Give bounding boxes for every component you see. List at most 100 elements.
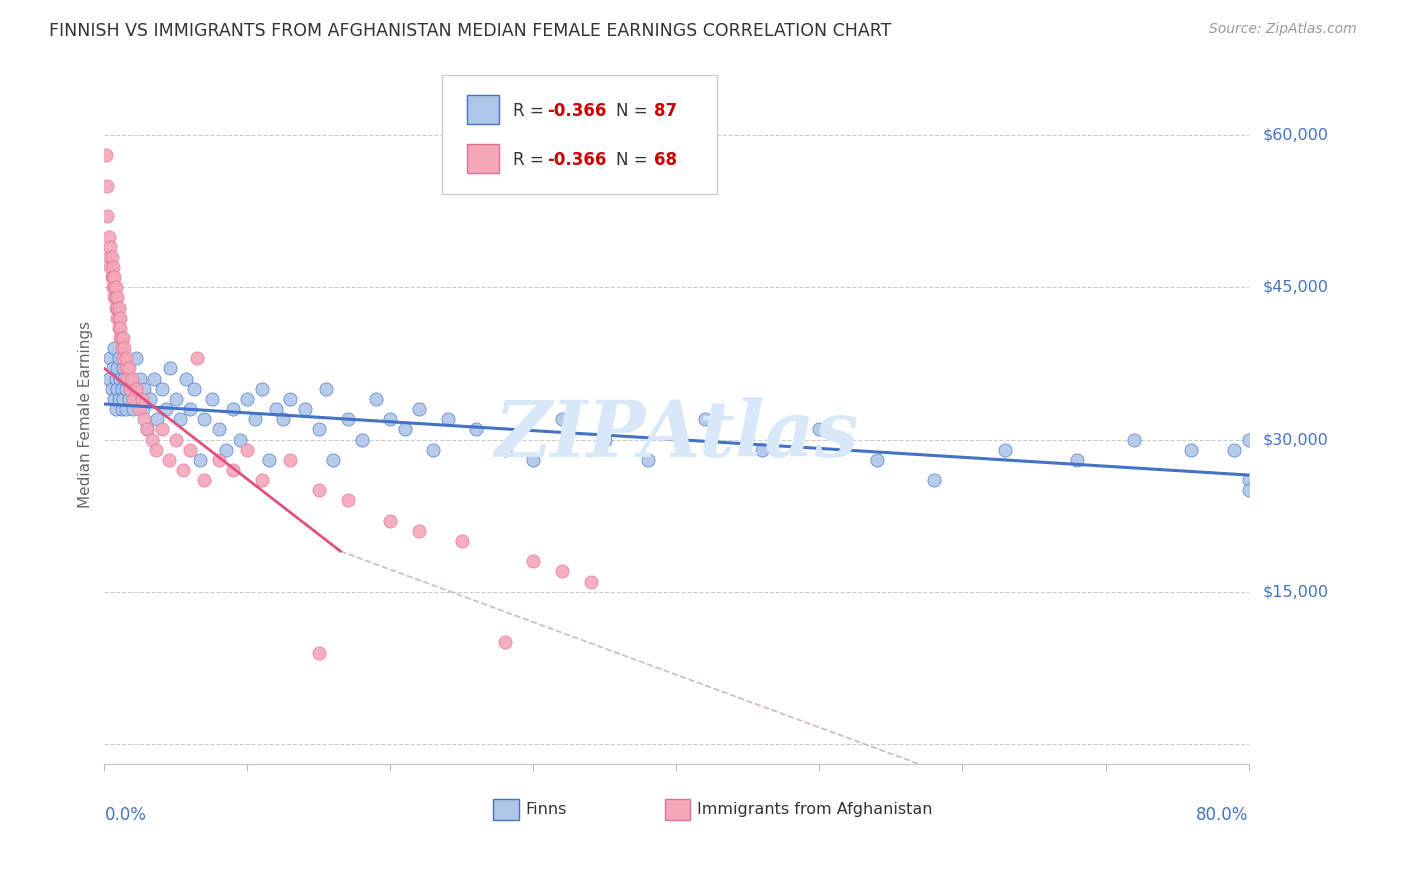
Point: [159, 361, 181, 376]
Point: [136, 422, 159, 436]
Point: [250, 473, 273, 487]
Point: [380, 412, 402, 426]
Point: [125, 351, 148, 366]
Point: [121, 371, 143, 385]
Point: [150, 422, 173, 436]
Point: [494, 635, 516, 649]
Bar: [467, 95, 499, 124]
Point: [271, 412, 294, 426]
Point: [278, 453, 301, 467]
Text: Source: ZipAtlas.com: Source: ZipAtlas.com: [1209, 22, 1357, 37]
Point: [436, 412, 458, 426]
Point: [120, 382, 142, 396]
Point: [118, 392, 141, 406]
Point: [1066, 453, 1088, 467]
Point: [143, 371, 166, 385]
Point: [111, 331, 134, 345]
Point: [751, 442, 773, 457]
Point: [101, 260, 124, 274]
Point: [322, 453, 344, 467]
Point: [394, 422, 416, 436]
Point: [366, 392, 388, 406]
Point: [104, 371, 127, 385]
Point: [103, 290, 125, 304]
Point: [129, 371, 152, 385]
Point: [179, 402, 201, 417]
Point: [110, 331, 132, 345]
Bar: [665, 799, 690, 821]
Point: [308, 646, 330, 660]
Point: [165, 433, 187, 447]
Point: [165, 392, 187, 406]
Point: [922, 473, 945, 487]
Text: 0.0%: 0.0%: [104, 806, 146, 824]
Text: 80.0%: 80.0%: [1197, 806, 1249, 824]
Point: [103, 280, 125, 294]
Text: R =: R =: [513, 102, 548, 120]
Point: [172, 463, 194, 477]
Y-axis label: Median Female Earnings: Median Female Earnings: [79, 320, 93, 508]
Point: [114, 382, 136, 396]
Point: [150, 382, 173, 396]
Point: [146, 412, 169, 426]
Point: [121, 382, 143, 396]
Text: $45,000: $45,000: [1263, 280, 1329, 295]
Point: [336, 493, 359, 508]
Point: [131, 392, 153, 406]
Point: [250, 382, 273, 396]
Point: [98, 240, 121, 254]
Point: [422, 442, 444, 457]
Point: [97, 250, 120, 264]
Point: [169, 412, 191, 426]
Text: FINNISH VS IMMIGRANTS FROM AFGHANISTAN MEDIAN FEMALE EARNINGS CORRELATION CHART: FINNISH VS IMMIGRANTS FROM AFGHANISTAN M…: [49, 22, 891, 40]
Point: [110, 341, 132, 355]
Point: [1223, 442, 1246, 457]
Point: [408, 524, 430, 538]
Point: [264, 402, 287, 417]
Point: [96, 209, 118, 223]
Point: [97, 229, 120, 244]
Text: Immigrants from Afghanistan: Immigrants from Afghanistan: [697, 802, 932, 817]
Point: [114, 402, 136, 417]
Point: [134, 382, 156, 396]
Point: [117, 371, 139, 385]
Point: [107, 301, 129, 315]
Point: [257, 453, 280, 467]
Point: [136, 422, 159, 436]
Point: [229, 433, 252, 447]
Text: $15,000: $15,000: [1263, 584, 1329, 599]
Point: [112, 341, 135, 355]
Point: [104, 290, 127, 304]
Point: [139, 392, 162, 406]
Point: [808, 422, 831, 436]
Point: [1180, 442, 1202, 457]
Point: [145, 442, 167, 457]
Text: 68: 68: [654, 151, 676, 169]
Point: [278, 392, 301, 406]
Text: ZIPAtlas: ZIPAtlas: [494, 397, 859, 474]
Point: [308, 483, 330, 498]
Point: [107, 351, 129, 366]
Point: [104, 280, 127, 294]
Point: [110, 402, 132, 417]
Point: [104, 402, 127, 417]
Point: [101, 361, 124, 376]
Point: [105, 310, 128, 325]
Point: [215, 442, 238, 457]
Point: [125, 382, 148, 396]
Bar: [467, 144, 499, 173]
Point: [120, 371, 142, 385]
Point: [101, 270, 124, 285]
Point: [108, 371, 131, 385]
Point: [222, 402, 245, 417]
Point: [693, 412, 716, 426]
Point: [101, 280, 124, 294]
Text: -0.366: -0.366: [547, 151, 606, 169]
Point: [380, 514, 402, 528]
Point: [208, 453, 231, 467]
Point: [100, 382, 122, 396]
Point: [186, 351, 208, 366]
Point: [107, 310, 129, 325]
Text: $30,000: $30,000: [1263, 432, 1329, 447]
Point: [97, 371, 120, 385]
